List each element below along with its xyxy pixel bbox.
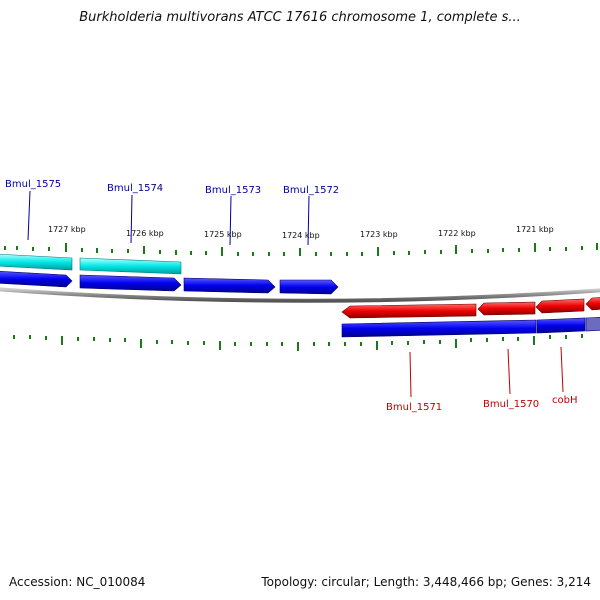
feature-cyan	[0, 253, 73, 271]
feature-cyan	[79, 257, 182, 275]
gene-arrow-forward	[0, 270, 73, 288]
leader-line	[560, 346, 564, 393]
forward-genes	[0, 270, 339, 295]
gene-label-bmul-1571: Bmul_1571	[386, 402, 442, 413]
leader-line	[27, 190, 31, 241]
scale-label: 1722 kbp	[438, 229, 476, 238]
scale-label: 1726 kbp	[126, 229, 164, 238]
tick-row-top	[4, 243, 598, 256]
scale-label: 1725 kbp	[204, 230, 242, 239]
scale-label: 1727 kbp	[48, 225, 86, 234]
gene-label-bmul-1570: Bmul_1570	[483, 399, 539, 410]
leader-line	[507, 348, 511, 395]
tick-row-bottom	[13, 334, 583, 351]
feature-blue	[341, 319, 537, 338]
scale-labels: 1727 kbp 1726 kbp 1725 kbp 1724 kbp 1723…	[48, 225, 554, 240]
gene-label-bmul-1574: Bmul_1574	[107, 183, 163, 194]
scale-label: 1721 kbp	[516, 225, 554, 234]
gene-arrow-forward	[279, 279, 339, 295]
reverse-genes	[341, 297, 600, 319]
chromosome-backbone	[0, 287, 600, 303]
leader-line	[229, 195, 232, 246]
gene-label-bmul-1573: Bmul_1573	[205, 185, 261, 196]
gene-arrow-reverse	[341, 303, 477, 319]
leader-line	[130, 194, 133, 244]
gene-arrow-forward	[79, 274, 182, 292]
gene-label-bmul-1575: Bmul_1575	[5, 179, 61, 190]
scale-label: 1724 kbp	[282, 231, 320, 240]
gene-labels-bottom: Bmul_1571 Bmul_1570 cobH	[386, 395, 577, 413]
gene-arrow-reverse	[585, 297, 600, 311]
leader-line	[307, 195, 310, 246]
gene-arrow-forward	[183, 277, 276, 294]
forward-rna-features	[0, 253, 182, 275]
feature-blue-grey	[585, 316, 600, 332]
genome-summary: Topology: circular; Length: 3,448,466 bp…	[261, 575, 591, 589]
reverse-blue-features	[341, 316, 600, 338]
map-title: Burkholderia multivorans ATCC 17616 chro…	[79, 10, 521, 25]
feature-blue	[536, 317, 586, 334]
gene-label-bmul-1572: Bmul_1572	[283, 185, 339, 196]
gene-labels-top: Bmul_1575 Bmul_1574 Bmul_1573 Bmul_1572	[5, 179, 339, 196]
leader-lines-top	[27, 190, 310, 246]
leader-lines-bottom	[409, 346, 564, 398]
leader-line	[409, 351, 412, 398]
gene-label-cobh: cobH	[552, 395, 577, 406]
scale-label: 1723 kbp	[360, 230, 398, 239]
gene-arrow-reverse	[535, 298, 585, 314]
accession-label: Accession: NC_010084	[9, 575, 146, 589]
gene-arrow-reverse	[477, 301, 536, 316]
